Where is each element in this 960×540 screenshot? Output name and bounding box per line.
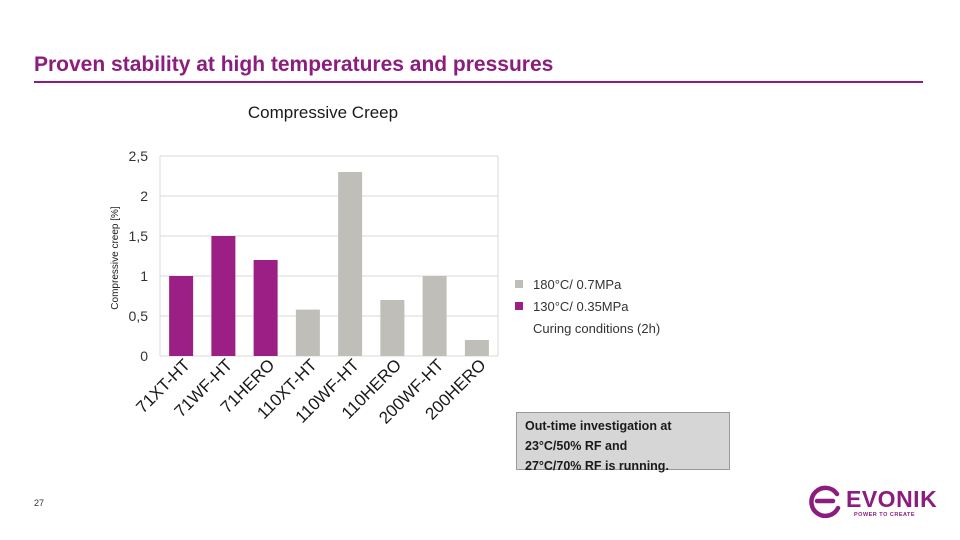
bar-110wf-ht	[338, 172, 363, 356]
bar-200hero	[464, 340, 489, 356]
evonik-swirl-icon	[809, 485, 841, 518]
y-tick-label: 2,5	[129, 148, 149, 164]
legend-label: 130°C/ 0.35MPa	[533, 299, 629, 314]
slide-title: Proven stability at high temperatures an…	[34, 53, 554, 76]
title-divider	[34, 81, 923, 83]
note-line: Out-time investigation at	[525, 419, 672, 433]
legend-swatch	[515, 302, 523, 310]
legend: 180°C/ 0.7MPa 130°C/ 0.35MPa Curing condit…	[515, 277, 660, 336]
bars	[169, 172, 489, 356]
y-tick-label: 2	[140, 188, 148, 204]
bar-71xt-ht	[169, 276, 194, 356]
page-number: 27	[34, 498, 45, 508]
y-axis-label: Compressive creep [%]	[110, 206, 121, 310]
chart-title: Compressive Creep	[248, 103, 398, 122]
x-tick-labels: 71XT-HT71WF-HT71HERO110XT-HT110WF-HT110H…	[132, 355, 489, 427]
legend-note: Curing conditions (2h)	[533, 321, 660, 336]
bar-71hero	[253, 260, 278, 356]
y-tick-labels: 0 0,5 1 1,5 2 2,5	[129, 148, 149, 364]
evonik-logo: EVONIK POWER TO CREATE	[806, 484, 956, 524]
note-line: 27°C/70% RF is running.	[525, 459, 669, 473]
bar-200wf-ht	[422, 276, 447, 356]
y-tick-label: 0	[140, 348, 148, 364]
bar-71wf-ht	[211, 236, 236, 356]
bar-110hero	[380, 300, 405, 356]
grid-lines	[159, 155, 499, 357]
y-tick-label: 0,5	[129, 308, 149, 324]
y-tick-label: 1,5	[129, 228, 149, 244]
out-time-note: Out-time investigation at 23°C/50% RF an…	[516, 412, 730, 473]
legend-swatch	[515, 280, 523, 288]
bar-110xt-ht	[295, 309, 320, 356]
logo-wordmark: EVONIK	[846, 486, 938, 512]
y-tick-label: 1	[140, 268, 148, 284]
note-line: 23°C/50% RF and	[525, 439, 628, 453]
legend-label: 180°C/ 0.7MPa	[533, 277, 622, 292]
logo-tagline: POWER TO CREATE	[854, 512, 916, 518]
